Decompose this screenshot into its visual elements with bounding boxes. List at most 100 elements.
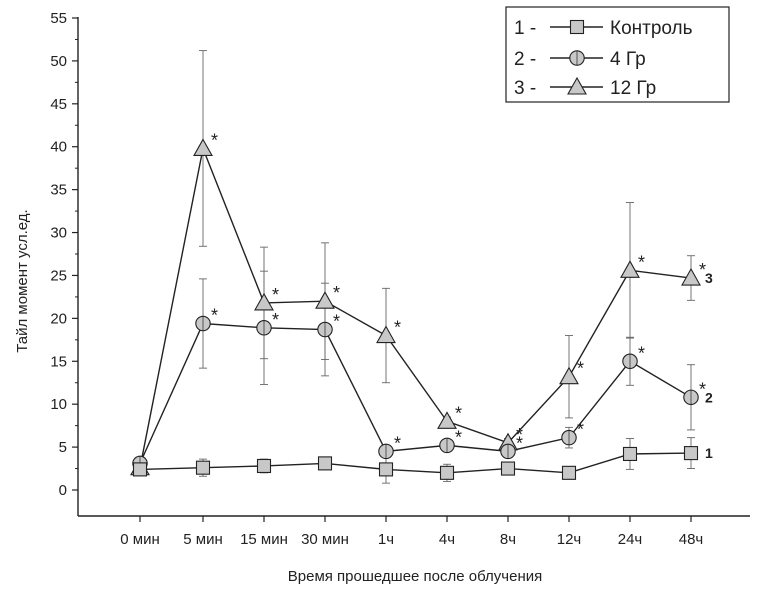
- control-point: [317, 456, 333, 471]
- significance-star: *: [272, 310, 279, 330]
- significance-star: *: [577, 359, 584, 379]
- gy12-point: [193, 138, 213, 156]
- y-tick-label: 45: [50, 96, 67, 113]
- significance-star: *: [638, 252, 645, 272]
- y-tick-label: 30: [50, 225, 67, 242]
- significance-star: *: [577, 420, 584, 440]
- significance-star: *: [516, 433, 523, 453]
- legend-marker: [567, 76, 587, 95]
- y-tick-label: 0: [59, 482, 67, 499]
- y-tick-label: 25: [50, 267, 67, 284]
- y-tick-label: 5: [59, 439, 67, 456]
- legend-entry-gy12: 3 - 12 Гр: [514, 76, 656, 99]
- significance-star: *: [699, 260, 706, 280]
- control-point: [195, 460, 211, 475]
- gy12-point: [254, 292, 274, 311]
- gy12-end-label: 3: [705, 270, 713, 286]
- legend: 1 - Контроль 2 - 4 Гр 3 - 12 Гр: [505, 6, 730, 103]
- y-axis-title: Тайл момент усл.ед.: [14, 209, 31, 352]
- control-point: [683, 446, 699, 461]
- plot-area: * * ** * ****** ****** *123: [130, 50, 713, 484]
- significance-star: *: [211, 306, 218, 326]
- gy4-point: [500, 443, 516, 460]
- legend-number: 1 -: [514, 18, 536, 39]
- x-tick-label: 48ч: [679, 531, 704, 548]
- significance-star: *: [272, 285, 279, 305]
- x-axis-title: Время прошедшее после облучения: [288, 568, 542, 585]
- control-point: [132, 462, 148, 477]
- control-point: [439, 465, 455, 480]
- gy12-point: [376, 325, 396, 344]
- control-point: [500, 461, 516, 476]
- legend-number: 3 -: [514, 78, 536, 99]
- y-tick-label: 55: [50, 10, 67, 27]
- gy12-point: [437, 411, 457, 429]
- gy4-line: [139, 322, 692, 464]
- gy12-point: [559, 366, 579, 385]
- gy12-point: [620, 260, 640, 278]
- control-point: [256, 458, 272, 474]
- legend-marker: [569, 19, 585, 35]
- x-ticks: 0 мин 5 мин 15 мин 30 мин 1ч 4ч 8ч 12ч 24ч 48ч: [120, 516, 703, 548]
- x-tick-label: 15 мин: [240, 531, 288, 548]
- significance-star: *: [394, 433, 401, 453]
- gy12-point: [315, 291, 335, 309]
- y-tick-label: 35: [50, 182, 67, 199]
- gy12-error-bars: [136, 50, 695, 472]
- gy12-point: [681, 267, 701, 286]
- y-tick-label: 10: [50, 396, 67, 413]
- legend-box: [505, 6, 730, 103]
- gy4-point: [195, 315, 211, 332]
- control-point: [561, 465, 577, 480]
- gy4-point: [683, 389, 699, 406]
- y-ticks: 0 5 10 15 20 25 30 35 40 45 50 55: [50, 10, 78, 499]
- control-point: [378, 462, 394, 477]
- axes: [77, 17, 750, 517]
- legend-entry-gy4: 2 - 4 Гр: [514, 49, 646, 70]
- x-tick-label: 12ч: [557, 531, 582, 548]
- gy4-point: [439, 437, 455, 454]
- legend-marker: [569, 50, 585, 66]
- gy12-line: [139, 145, 692, 468]
- control-point: [622, 446, 638, 462]
- x-tick-label: 8ч: [500, 531, 516, 548]
- significance-star: *: [394, 318, 401, 338]
- x-tick-label: 5 мин: [183, 531, 223, 548]
- control-end-label: 1: [705, 445, 713, 461]
- x-tick-label: 0 мин: [120, 531, 160, 548]
- x-tick-label: 30 мин: [301, 531, 349, 548]
- x-tick-label: 4ч: [439, 531, 455, 548]
- legend-label: 4 Гр: [610, 49, 646, 70]
- significance-star: *: [333, 312, 340, 332]
- control-line: [139, 452, 692, 474]
- legend-label: Контроль: [610, 18, 693, 39]
- legend-number: 2 -: [514, 49, 536, 70]
- y-tick-label: 20: [50, 310, 67, 327]
- x-tick-label: 1ч: [378, 531, 394, 548]
- significance-star: *: [333, 283, 340, 303]
- y-tick-label: 50: [50, 53, 67, 70]
- gy4-point: [622, 353, 638, 370]
- x-tick-label: 24ч: [618, 531, 643, 548]
- control-markers: [132, 446, 699, 480]
- gy4-markers: [132, 315, 699, 472]
- legend-label: 12 Гр: [610, 78, 656, 99]
- gy4-error-bars: [136, 270, 695, 469]
- gy4-stars: * * ** * ****: [211, 306, 706, 454]
- significance-star: *: [699, 379, 706, 399]
- gy4-point: [317, 321, 333, 338]
- y-tick-label: 15: [50, 353, 67, 370]
- significance-star: *: [211, 130, 218, 150]
- significance-star: *: [455, 403, 462, 423]
- significance-star: *: [516, 425, 523, 445]
- gy4-point: [256, 320, 272, 336]
- significance-star: *: [638, 343, 645, 363]
- legend-entry-control: 1 - Контроль: [514, 18, 693, 39]
- y-tick-label: 40: [50, 139, 67, 156]
- gy4-point: [561, 429, 577, 446]
- gy4-point: [378, 443, 394, 460]
- significance-star: *: [455, 427, 462, 447]
- gy12-stars: * * * * * * * * *: [211, 130, 706, 444]
- gy4-end-label: 2: [705, 389, 713, 405]
